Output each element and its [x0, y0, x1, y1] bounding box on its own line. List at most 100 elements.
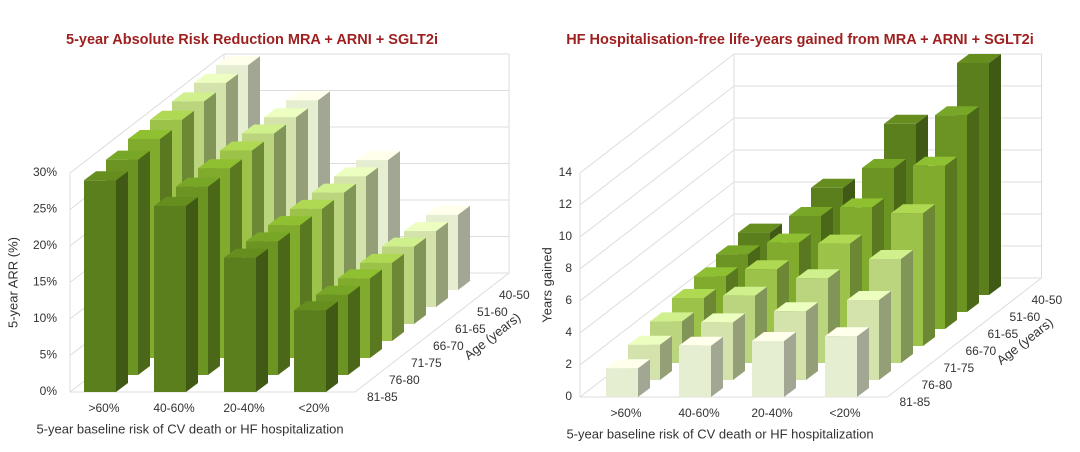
bar-top	[246, 232, 290, 242]
y-tick-label: 10	[559, 229, 573, 243]
bar	[224, 257, 256, 392]
x-tick-label: <20%	[298, 401, 329, 415]
bar-side	[879, 291, 891, 380]
legend-label: 71-75	[944, 361, 975, 375]
bar-top	[356, 151, 400, 161]
bar-top	[825, 327, 869, 337]
bar-top	[679, 336, 723, 346]
legend-label: 61-65	[988, 327, 1019, 341]
bar-top	[716, 245, 760, 255]
bar-side	[392, 253, 404, 341]
bar-top	[840, 198, 884, 208]
grid-line	[579, 213, 735, 334]
y-tick-label: 30%	[33, 165, 57, 179]
x-tick-label: 20-40%	[223, 401, 265, 415]
bar-side	[784, 332, 796, 397]
bar-top	[884, 114, 928, 124]
bar-top	[752, 332, 796, 341]
legend-label: 76-80	[922, 378, 953, 392]
bar-top	[290, 199, 334, 209]
y-tick-label: 20%	[33, 238, 57, 252]
bar-top	[789, 207, 833, 216]
bar-side	[711, 336, 723, 397]
bar-side	[660, 335, 672, 380]
bar-top	[286, 91, 330, 101]
bar-top	[913, 156, 957, 166]
bar-side	[458, 205, 470, 290]
y-tick-label: 4	[565, 325, 572, 339]
y-tick-label: 25%	[33, 202, 57, 216]
x-axis-label: 5-year baseline risk of CV death or HF h…	[36, 421, 343, 436]
x-tick-label: 20-40%	[751, 406, 793, 420]
bar-top	[738, 223, 782, 233]
y-axis-label: Years gained	[539, 247, 554, 322]
legend-label: 66-70	[966, 344, 997, 358]
y-tick-label: 10%	[33, 311, 57, 325]
bar-top	[194, 73, 238, 83]
bar-top	[847, 291, 891, 300]
legend-label: 66-70	[433, 339, 464, 353]
bar-top	[220, 141, 264, 151]
legend-label: 81-85	[900, 395, 931, 409]
legend-label: 61-65	[455, 322, 486, 336]
bar-side	[348, 285, 360, 375]
y-tick-label: 15%	[33, 275, 57, 289]
bar-top	[150, 110, 194, 120]
legend-label: 40-50	[1032, 293, 1063, 307]
floor-edge	[354, 272, 510, 393]
bar-top	[338, 269, 382, 279]
bar-top	[650, 312, 694, 322]
bar-top	[818, 234, 862, 244]
bar-top	[172, 92, 216, 102]
legend-label: 76-80	[389, 373, 420, 387]
bar-side	[989, 54, 1001, 295]
y-tick-label: 8	[565, 261, 572, 275]
bar-top	[294, 301, 338, 311]
bar-side	[278, 232, 290, 375]
bar-top	[957, 54, 1001, 63]
bar-top	[796, 269, 840, 279]
legend-label: 71-75	[411, 356, 442, 370]
bar-top	[154, 196, 198, 206]
grid-line	[579, 245, 735, 366]
bar-side	[901, 250, 913, 363]
bar-side	[638, 359, 650, 397]
grid-line	[579, 117, 735, 238]
grid-line	[579, 85, 735, 206]
x-tick-label: <20%	[829, 406, 860, 420]
bar-top	[312, 183, 356, 193]
bar	[154, 205, 186, 392]
bar-top	[672, 289, 716, 298]
legend-label: 51-60	[477, 305, 508, 319]
bar-side	[923, 204, 935, 346]
bar-side	[208, 177, 220, 375]
bar-side	[326, 301, 338, 392]
grid-line	[579, 53, 735, 174]
bar-top	[198, 159, 242, 169]
grid-line	[69, 53, 225, 174]
chart-title: HF Hospitalisation-free life-years gaine…	[566, 32, 1034, 48]
x-tick-label: 40-60%	[678, 406, 720, 420]
x-tick-label: >60%	[610, 406, 641, 420]
bar-top	[767, 233, 811, 243]
y-tick-label: 14	[559, 165, 573, 179]
bar-top	[694, 267, 738, 277]
bar-top	[242, 124, 286, 134]
bar-top	[224, 248, 268, 258]
bar-top	[84, 171, 128, 181]
bar-top	[382, 237, 426, 247]
chart-title: 5-year Absolute Risk Reduction MRA + ARN…	[66, 32, 438, 48]
bar	[825, 336, 857, 397]
y-tick-label: 2	[565, 357, 572, 371]
grid-line	[579, 149, 735, 270]
bar-top	[935, 106, 979, 116]
bar-top	[264, 108, 308, 118]
legend-label: 40-50	[499, 288, 530, 302]
bar-top	[404, 222, 448, 232]
bar-side	[138, 150, 150, 375]
bar-top	[426, 205, 470, 215]
bar-side	[256, 248, 268, 392]
bar-side	[436, 222, 448, 307]
bar	[679, 345, 711, 397]
bar-top	[128, 130, 172, 139]
